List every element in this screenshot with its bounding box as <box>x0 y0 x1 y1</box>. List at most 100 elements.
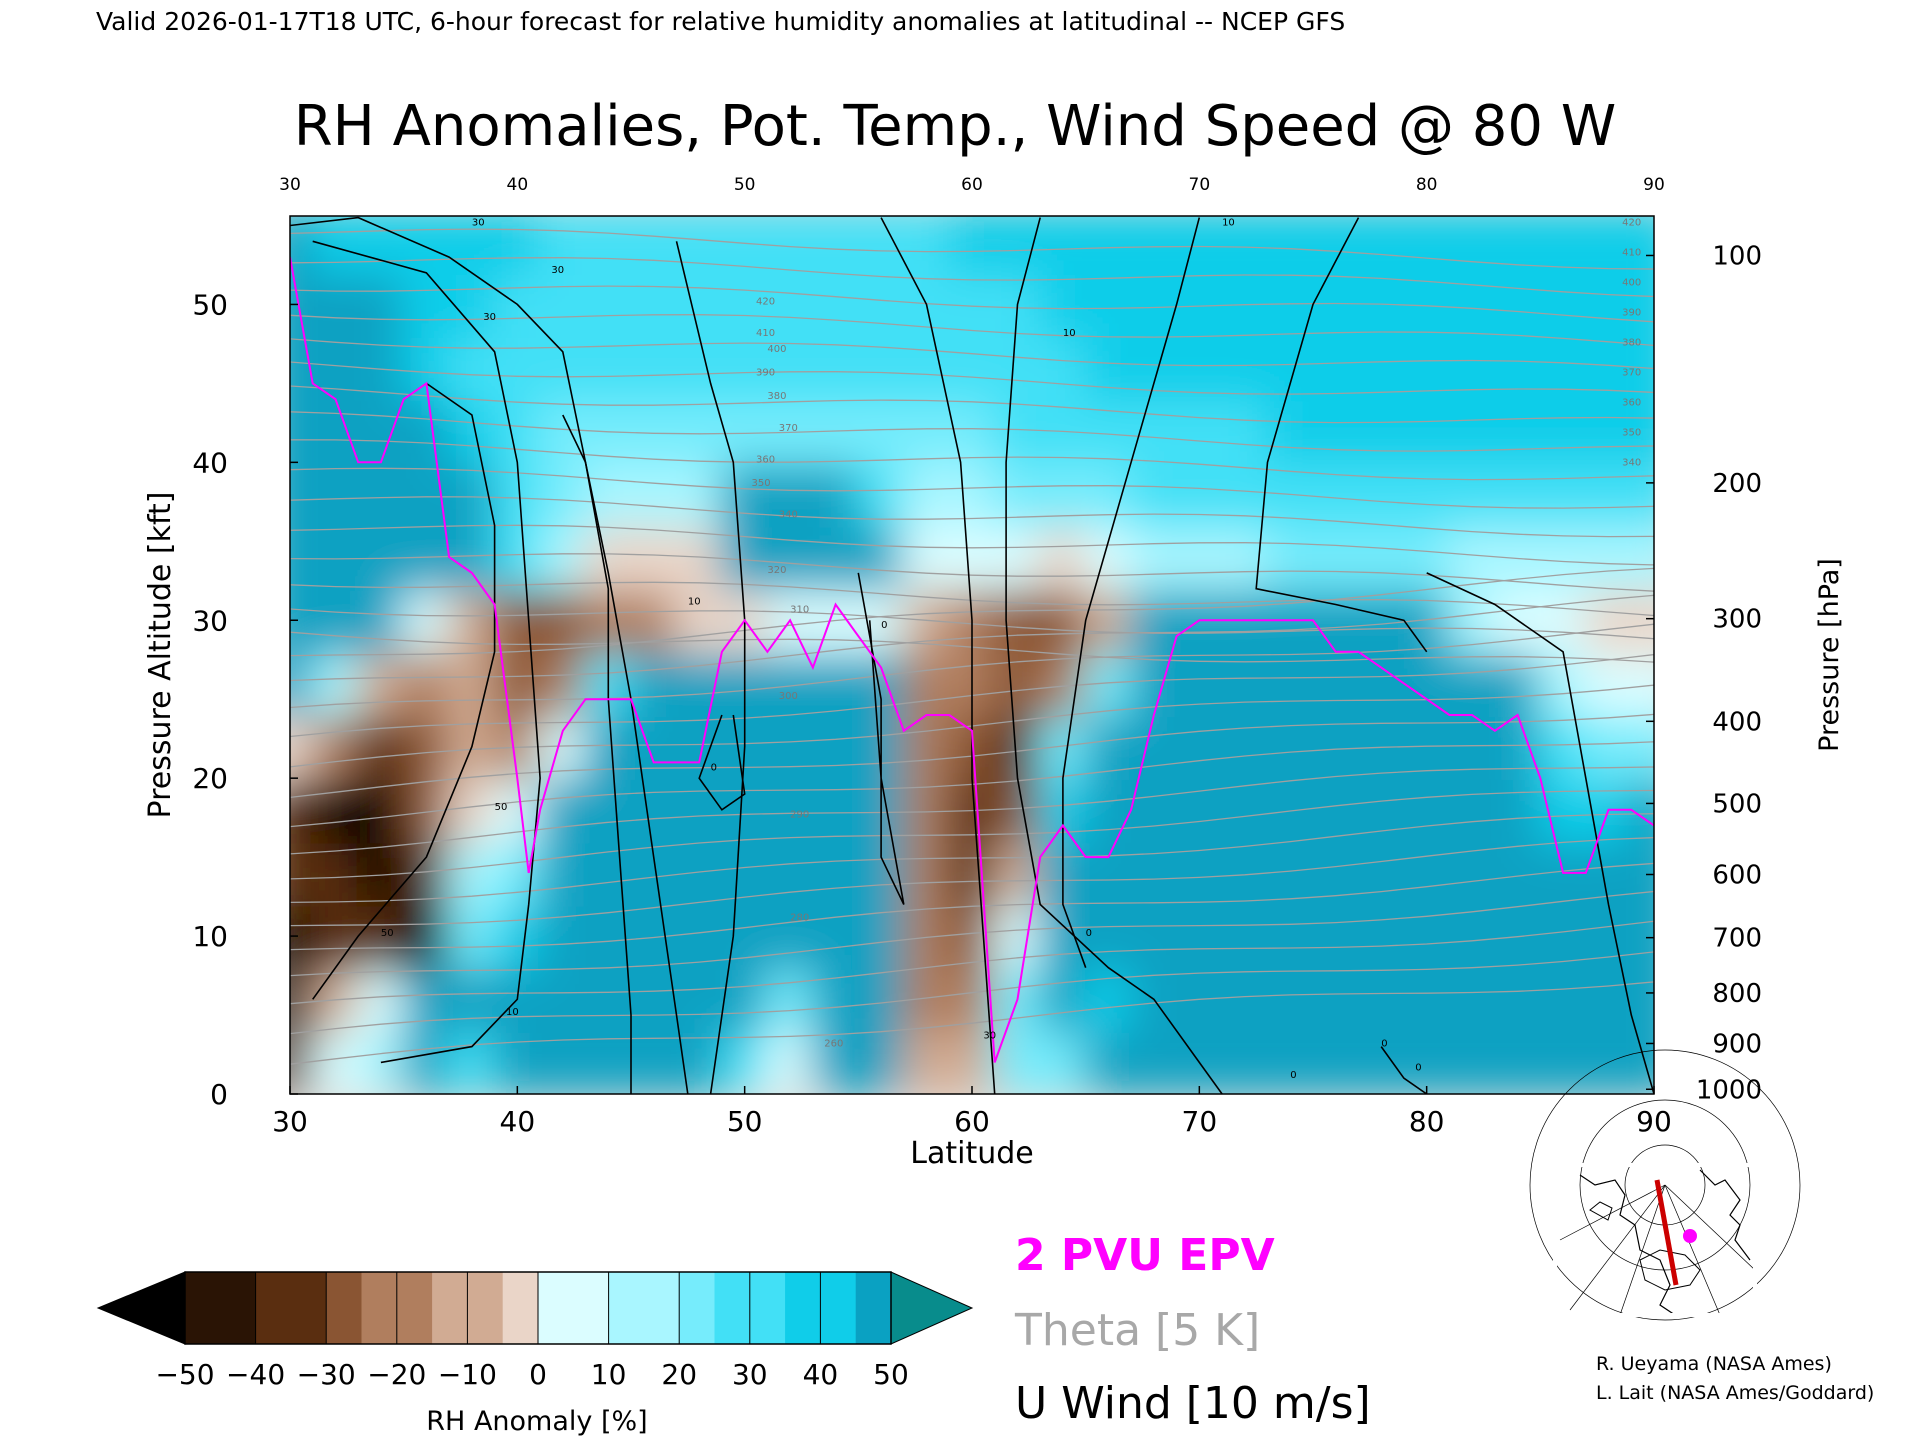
y2-axis-label: Pressure [hPa] <box>1814 558 1845 752</box>
rh-cell <box>1538 334 1588 402</box>
rh-cell <box>290 839 315 907</box>
rh-cell <box>583 523 633 591</box>
theta-contour <box>290 285 1654 323</box>
rh-cell <box>1356 397 1406 465</box>
x-tick-label: 50 <box>727 1105 763 1138</box>
inset-map <box>1529 1049 1801 1321</box>
rh-cell <box>1356 523 1406 591</box>
rh-cell <box>992 1028 1043 1094</box>
rh-cell <box>901 334 952 402</box>
theta-contour <box>290 862 1654 951</box>
rh-cell <box>810 713 861 781</box>
rh-cell <box>1447 270 1497 339</box>
rh-cell <box>310 523 361 591</box>
rh-cell <box>674 902 724 970</box>
colorbar-tick-label: 10 <box>591 1358 627 1391</box>
rh-cell <box>810 523 861 591</box>
theta-label: 390 <box>756 367 775 378</box>
rh-cell <box>719 902 770 970</box>
rh-cell <box>583 965 633 1033</box>
rh-cell <box>447 216 497 275</box>
epv-2pvu-line <box>290 256 1654 1063</box>
rh-cell <box>1083 397 1134 465</box>
rh-cell <box>447 397 497 465</box>
rh-cell <box>401 1028 452 1094</box>
rh-cell <box>538 649 588 718</box>
rh-cell <box>1265 713 1315 781</box>
rh-cell <box>765 397 815 465</box>
rh-cell <box>765 839 815 907</box>
rh-cell <box>901 649 952 718</box>
rh-cell <box>1311 902 1361 970</box>
rh-cell <box>1356 776 1406 844</box>
x-tick-label: 60 <box>954 1105 990 1138</box>
rh-cell <box>1538 1028 1588 1094</box>
x-tick-label: 70 <box>1182 1105 1218 1138</box>
rh-cell <box>810 1028 861 1094</box>
rh-cell <box>992 649 1043 718</box>
rh-cell <box>356 586 406 654</box>
wind-label: 0 <box>1415 1062 1421 1073</box>
rh-cell <box>1538 270 1588 339</box>
theta-label: 320 <box>767 565 786 576</box>
rh-cell <box>629 713 679 781</box>
colorbar-swatch <box>185 1272 221 1344</box>
rh-cell <box>401 902 452 970</box>
axes: 3030404050506060707080809090010203040501… <box>192 175 1762 1138</box>
y2-tick-label: 300 <box>1712 605 1762 635</box>
rh-cell <box>1083 460 1134 528</box>
rh-cell <box>901 1028 952 1094</box>
wind-label: 30 <box>551 265 564 276</box>
rh-cell <box>583 216 633 275</box>
rh-cell <box>719 523 770 591</box>
colorbar-swatch <box>538 1272 574 1344</box>
rh-cell <box>674 713 724 781</box>
rh-cell <box>447 270 497 339</box>
wind-label: 0 <box>1086 928 1092 939</box>
wind-label: 10 <box>1222 217 1235 228</box>
rh-cell <box>1401 460 1452 528</box>
rh-cell <box>1447 334 1497 402</box>
theta-label: 280 <box>790 912 809 923</box>
rh-cell <box>492 586 543 654</box>
rh-cell <box>1129 713 1179 781</box>
rh-cell <box>356 965 406 1033</box>
rh-cell <box>1356 649 1406 718</box>
rh-cell <box>1311 713 1361 781</box>
rh-cell <box>356 839 406 907</box>
rh-cell <box>538 902 588 970</box>
x-tick-label: 80 <box>1409 1105 1445 1138</box>
rh-cell <box>1174 776 1225 844</box>
rh-cell <box>674 965 724 1033</box>
rh-cell <box>1492 713 1543 781</box>
rh-cell <box>1311 270 1361 339</box>
rh-cell <box>1401 776 1452 844</box>
rh-cell <box>856 270 906 339</box>
rh-cell <box>356 649 406 718</box>
rh-cell <box>447 965 497 1033</box>
rh-cell <box>1538 460 1588 528</box>
rh-cell <box>1538 649 1588 718</box>
rh-cell <box>1311 1028 1361 1094</box>
rh-cell <box>947 902 997 970</box>
theta-label: 350 <box>751 478 770 489</box>
theta-label-right: 370 <box>1622 367 1641 378</box>
colorbar-tick-label: −10 <box>438 1358 497 1391</box>
colorbar-tick-label: 20 <box>661 1358 697 1391</box>
rh-cell <box>1311 586 1361 654</box>
colorbar-swatch <box>749 1272 786 1344</box>
y2-tick-label: 900 <box>1712 1029 1762 1059</box>
rh-cell <box>356 397 406 465</box>
rh-cell <box>1265 334 1315 402</box>
rh-cell <box>1083 334 1134 402</box>
theta-label: 420 <box>756 296 775 307</box>
rh-cell <box>901 839 952 907</box>
rh-cell <box>1083 270 1134 339</box>
colorbar-swatch <box>820 1272 857 1344</box>
rh-cell <box>1311 523 1361 591</box>
theta-label: 310 <box>790 604 809 615</box>
rh-cell <box>492 1028 543 1094</box>
rh-cell <box>765 965 815 1033</box>
rh-cell <box>447 1028 497 1094</box>
rh-cell <box>947 216 997 275</box>
